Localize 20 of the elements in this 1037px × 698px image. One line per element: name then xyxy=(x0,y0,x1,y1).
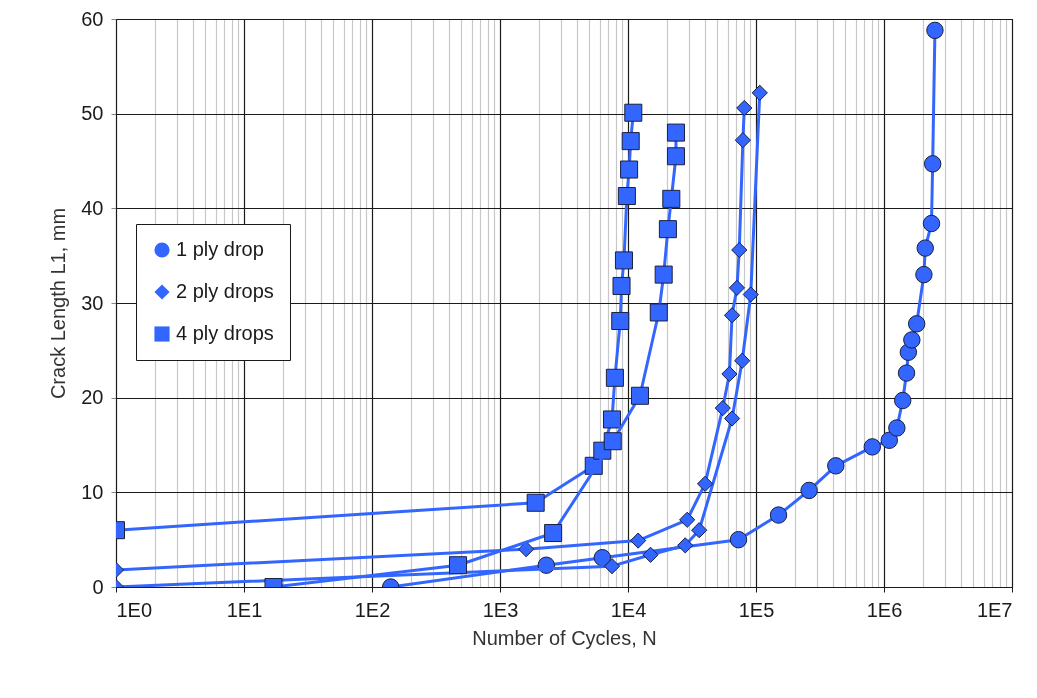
x-tick-label: 1E0 xyxy=(116,598,153,621)
x-tick-label: 1E1 xyxy=(226,598,263,621)
legend-label: 1 ply drop xyxy=(176,238,264,260)
legend-label: 4 ply drops xyxy=(176,322,274,344)
y-tick-label: 10 xyxy=(81,480,104,503)
x-axis-title: Number of Cycles, N xyxy=(472,626,657,649)
x-tick-label: 1E7 xyxy=(976,598,1013,621)
x-tick-label: 1E4 xyxy=(610,598,647,621)
y-axis-title: Crack Length L1, mm xyxy=(47,207,70,400)
x-tick-label: 1E5 xyxy=(738,598,775,621)
y-tick-label: 20 xyxy=(81,386,104,409)
y-tick-label: 60 xyxy=(81,7,104,30)
x-tick-label: 1E2 xyxy=(354,598,391,621)
legend-label: 2 ply drops xyxy=(176,280,274,302)
y-tick-label: 50 xyxy=(81,102,104,125)
x-tick-label: 1E3 xyxy=(482,598,519,621)
y-tick-label: 40 xyxy=(81,196,104,219)
y-tick-label: 30 xyxy=(81,291,104,314)
y-tick-label: 0 xyxy=(92,575,104,598)
x-tick-label: 1E6 xyxy=(866,598,903,621)
